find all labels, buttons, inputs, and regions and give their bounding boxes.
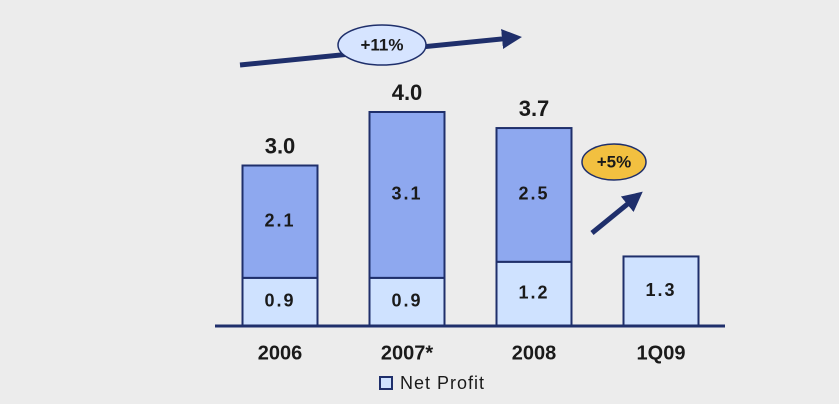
bar-segment (368, 111, 446, 279)
bar-segment (495, 127, 573, 263)
segment-label: 3.1 (391, 184, 422, 204)
legend-label: Net Profit (400, 373, 485, 393)
segment-label: 1.3 (645, 280, 676, 300)
total-label: 4.0 (392, 80, 423, 105)
legend-swatch (379, 376, 393, 390)
bar-segment (495, 260, 573, 327)
segment-label: 0.9 (391, 291, 422, 311)
bar-segment (241, 164, 319, 279)
trend-arrow (590, 191, 643, 235)
annotation-text: +11% (360, 35, 403, 54)
annotation-text: +5% (597, 152, 632, 171)
total-label: 3.0 (265, 133, 296, 158)
segment-label: 2.1 (264, 210, 295, 230)
annotation-bubble (581, 143, 647, 181)
segment-label: 0.9 (264, 291, 295, 311)
segment-label: 2.5 (518, 184, 549, 204)
x-tick-label: 2007* (381, 342, 433, 364)
bar-segment (622, 255, 700, 328)
total-label: 3.7 (519, 96, 550, 121)
x-tick-label: 2006 (258, 342, 303, 364)
x-tick-label: 2008 (512, 342, 557, 364)
annotation-bubble (337, 24, 427, 66)
segment-label: 1.2 (518, 283, 549, 303)
x-tick-label: 1Q09 (637, 342, 686, 364)
